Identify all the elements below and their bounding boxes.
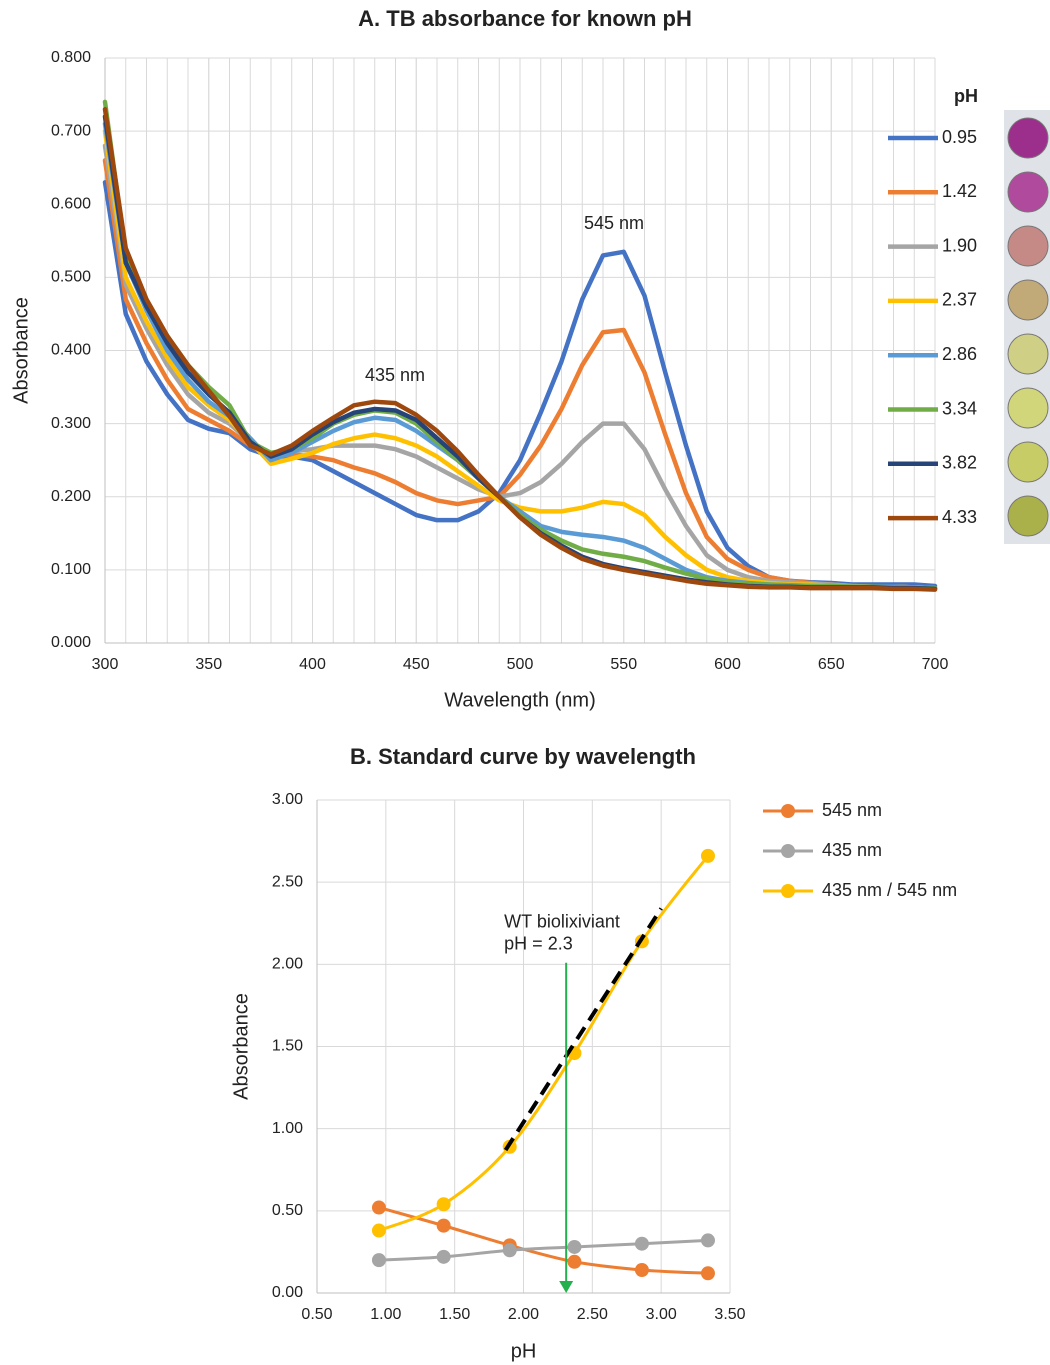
chart-title: B. Standard curve by wavelength <box>350 744 696 769</box>
x-tick-label: 400 <box>299 656 326 673</box>
x-tick-label: 0.50 <box>301 1306 332 1323</box>
well <box>1008 388 1048 428</box>
data-point <box>635 1263 649 1277</box>
x-tick-label: 2.00 <box>508 1306 539 1323</box>
y-tick-label: 0.50 <box>272 1202 303 1219</box>
y-tick-label: 0.000 <box>51 634 91 651</box>
chart-panel: B. Standard curve by wavelength 0.50 1.00 1… <box>230 744 957 1362</box>
x-tick-label: 500 <box>507 656 534 673</box>
legend-label: 435 nm <box>822 840 882 860</box>
legend-label: 2.86 <box>942 344 977 364</box>
data-point <box>437 1197 451 1211</box>
page: A. TB absorbance for known pH 300 350 400 45… <box>0 0 1050 1365</box>
x-axis-title: pH <box>511 1340 537 1362</box>
well <box>1008 496 1048 536</box>
series-line <box>379 1208 708 1274</box>
legend-label: 545 nm <box>822 800 882 820</box>
y-tick-label: 1.00 <box>272 1120 303 1137</box>
chart-panel: A. TB absorbance for known pH 300 350 400 45… <box>10 6 978 711</box>
y-tick-label: 1.50 <box>272 1038 303 1055</box>
well <box>1008 118 1048 158</box>
x-tick-label: 700 <box>922 656 949 673</box>
x-tick-label: 600 <box>714 656 741 673</box>
y-tick-label: 0.400 <box>51 342 91 359</box>
annotation-text: WT biolixiviant <box>504 911 620 931</box>
y-tick-label: 0.800 <box>51 49 91 66</box>
legend-label: 4.33 <box>942 507 977 527</box>
data-point <box>503 1243 517 1257</box>
data-point <box>437 1250 451 1264</box>
data-point <box>701 1233 715 1247</box>
data-point <box>567 1240 581 1254</box>
well <box>1008 334 1048 374</box>
data-point <box>635 1237 649 1251</box>
arrow-head <box>559 1281 573 1293</box>
legend-marker <box>781 844 795 858</box>
legend-title: pH <box>954 86 978 106</box>
x-tick-label: 550 <box>610 656 637 673</box>
data-point <box>372 1201 386 1215</box>
x-tick-label: 1.00 <box>370 1306 401 1323</box>
x-tick-label: 3.00 <box>646 1306 677 1323</box>
legend-label: 1.90 <box>942 235 977 255</box>
y-axis-title: Absorbance <box>230 993 252 1100</box>
annotation: 545 nm <box>584 213 644 233</box>
x-tick-label: 350 <box>195 656 222 673</box>
annotation: 435 nm <box>365 365 425 385</box>
y-tick-label: 0.600 <box>51 195 91 212</box>
data-point <box>372 1253 386 1267</box>
x-tick-label: 2.50 <box>577 1306 608 1323</box>
x-tick-label: 1.50 <box>439 1306 470 1323</box>
y-tick-label: 3.00 <box>272 791 303 808</box>
data-point <box>372 1224 386 1238</box>
y-tick-label: 0.300 <box>51 415 91 432</box>
well-strip <box>1004 110 1050 544</box>
legend-label: 1.42 <box>942 181 977 201</box>
y-axis-title: Absorbance <box>10 297 32 404</box>
y-tick-label: 2.50 <box>272 873 303 890</box>
legend-label: 3.82 <box>942 453 977 473</box>
legend-label: 435 nm / 545 nm <box>822 880 957 900</box>
well <box>1008 280 1048 320</box>
legend-label: 2.37 <box>942 290 977 310</box>
data-point <box>701 849 715 863</box>
y-tick-label: 0.100 <box>51 561 91 578</box>
series-line <box>379 1240 708 1260</box>
x-tick-label: 300 <box>92 656 119 673</box>
y-tick-label: 0.200 <box>51 488 91 505</box>
legend-label: 3.34 <box>942 398 977 418</box>
data-point <box>437 1219 451 1233</box>
legend-label: 0.95 <box>942 127 977 147</box>
y-tick-label: 2.00 <box>272 956 303 973</box>
annotation-text: pH = 2.3 <box>504 933 573 953</box>
x-tick-label: 650 <box>818 656 845 673</box>
legend-marker <box>781 884 795 898</box>
legend-marker <box>781 804 795 818</box>
well <box>1008 172 1048 212</box>
x-tick-label: 3.50 <box>714 1306 745 1323</box>
y-tick-label: 0.500 <box>51 269 91 286</box>
data-point <box>567 1255 581 1269</box>
y-tick-label: 0.700 <box>51 122 91 139</box>
data-point <box>701 1266 715 1280</box>
well <box>1008 226 1048 266</box>
x-tick-label: 450 <box>403 656 430 673</box>
well <box>1008 442 1048 482</box>
x-axis-title: Wavelength (nm) <box>444 689 596 711</box>
y-tick-label: 0.00 <box>272 1284 303 1301</box>
chart-title: A. TB absorbance for known pH <box>358 6 692 31</box>
